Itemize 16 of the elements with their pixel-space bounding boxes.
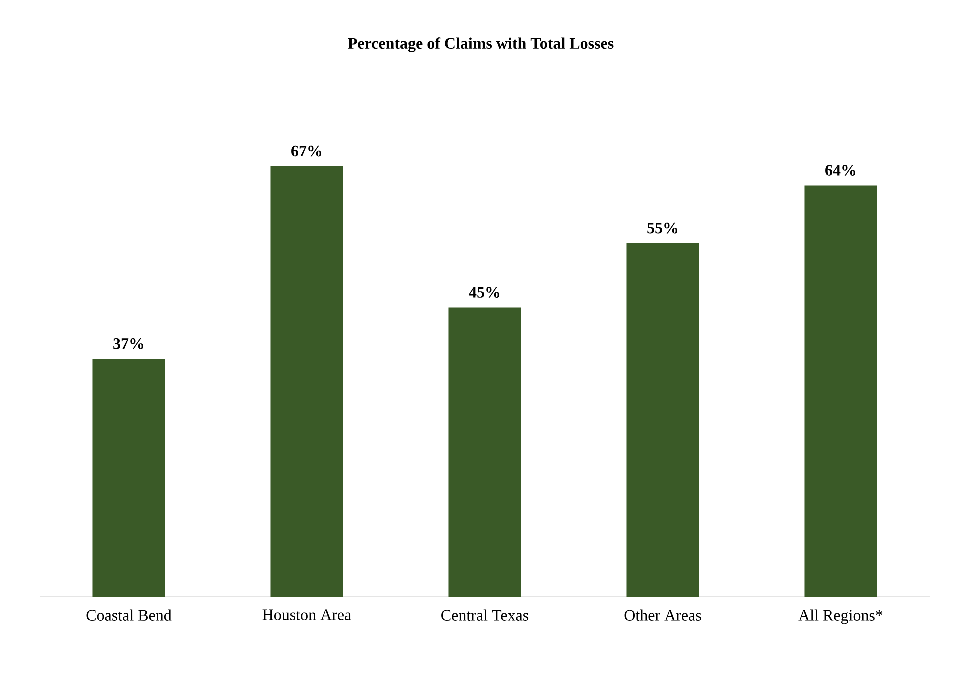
- bar: [92, 359, 166, 598]
- bar: [270, 166, 344, 598]
- bar: [804, 186, 878, 598]
- data-label: 67%: [292, 146, 322, 157]
- bar: [448, 308, 522, 598]
- data-label: 55%: [648, 222, 678, 234]
- x-tick-label: Coastal Bend: [86, 610, 172, 621]
- data-label: 64%: [826, 165, 856, 176]
- x-tick-label: Houston Area: [262, 610, 352, 620]
- data-label: 45%: [469, 287, 500, 298]
- bar: [626, 244, 700, 598]
- chart-title: Percentage of Claims with Total Losses: [348, 38, 614, 52]
- x-tick-label: Other Areas: [624, 610, 702, 621]
- data-label: 37%: [114, 338, 144, 350]
- x-tick-label: Central Texas: [442, 610, 529, 621]
- x-tick-label: All Regions*: [798, 610, 883, 624]
